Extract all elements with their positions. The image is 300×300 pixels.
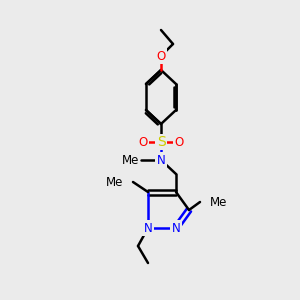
Text: N: N (172, 221, 180, 235)
Text: Me: Me (210, 196, 227, 208)
Text: O: O (174, 136, 184, 148)
Text: N: N (157, 154, 165, 166)
Text: Me: Me (122, 154, 139, 166)
Text: O: O (138, 136, 148, 148)
Text: N: N (144, 221, 152, 235)
Text: S: S (157, 135, 165, 149)
Text: Me: Me (106, 176, 123, 188)
Text: O: O (156, 50, 166, 62)
